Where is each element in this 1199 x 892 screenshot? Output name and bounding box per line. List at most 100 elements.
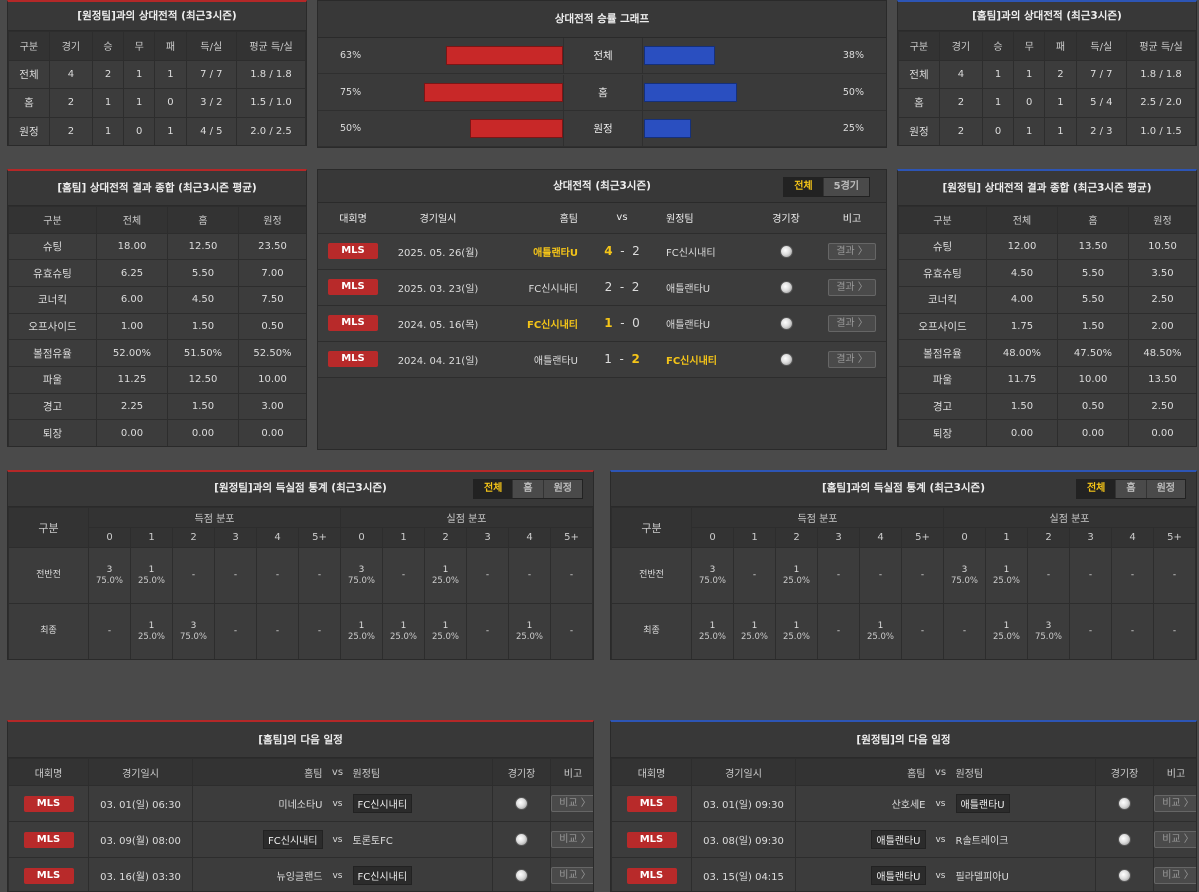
result-button[interactable]: 결과 〉 bbox=[828, 278, 876, 296]
compare-button[interactable]: 비교 〉 bbox=[1154, 831, 1196, 848]
table-row: 오프사이드 1.00 1.50 0.50 bbox=[8, 312, 306, 341]
table-row: 경고 2.25 1.50 3.00 bbox=[8, 392, 306, 421]
row-label: 전반전 bbox=[8, 547, 89, 604]
stat-cell: 1.0 / 1.5 bbox=[1126, 116, 1196, 145]
winrate-label: 홈 bbox=[563, 74, 643, 111]
h2h-home-panel: [홈팀]과의 상대전적 (최근3시즌) 구분 경기 승 무 패 득/실 평균 득/실 전체 4 1… bbox=[897, 0, 1197, 146]
count: - bbox=[920, 626, 925, 636]
dist-cell: - bbox=[1153, 603, 1196, 659]
count: - bbox=[485, 626, 490, 636]
dist-cell: - bbox=[172, 547, 215, 604]
home-team: 애틀랜타U bbox=[795, 857, 926, 891]
result-button[interactable]: 결과 〉 bbox=[828, 314, 876, 332]
table-row: 전반전 3 75.0% 1 25.0% - - - -3 75.0% -1 25.0% - - - bbox=[8, 547, 593, 604]
dist-cell: 1 25.0% bbox=[775, 547, 818, 604]
stat-cell: 0.50 bbox=[238, 312, 306, 341]
panel-title-text: [홈팀]과의 득실점 통계 (최근3시즌) bbox=[821, 482, 986, 494]
home-percent: 75% bbox=[340, 86, 362, 98]
tab-home[interactable]: 홈 bbox=[1115, 480, 1146, 498]
away-score: 2 bbox=[631, 280, 640, 294]
count: - bbox=[107, 626, 112, 636]
tab-all[interactable]: 전체 bbox=[1076, 480, 1116, 498]
count: 3 bbox=[1045, 620, 1052, 631]
dist-cell: - bbox=[214, 547, 257, 604]
stat-cell: 4.50 bbox=[986, 259, 1058, 287]
header-row: 대회명 경기일시 홈팀 vs 원정팀 경기장 비고 bbox=[318, 203, 886, 233]
column-header: 비고 bbox=[816, 203, 886, 233]
result-button[interactable]: 결과 〉 bbox=[828, 350, 876, 368]
percent: 25.0% bbox=[782, 575, 810, 586]
header-row: 0 1 2 3 4 5+ 0 1 2 3 4 5+ bbox=[612, 527, 1196, 548]
winrate-panel: 상대전적 승률 그래프 63% 전체 38% 75% 홈 50% 50% 원정 25% bbox=[317, 0, 887, 148]
home-percent: 50% bbox=[340, 123, 362, 134]
dist-cell: - bbox=[943, 603, 986, 659]
away-team: 필라델피아U bbox=[955, 857, 1096, 891]
goals-away-panel: [원정팀]과의 득실점 통계 (최근3시즌) 전체 홈 원정 구분 득점 분포 실점… bbox=[7, 470, 594, 660]
away-score: 0 bbox=[632, 316, 640, 330]
table-row: 전체 4 2 1 1 7 / 7 1.8 / 1.8 bbox=[8, 59, 306, 89]
stat-cell: 1 bbox=[123, 59, 156, 89]
tab-home[interactable]: 홈 bbox=[512, 480, 543, 498]
compare-button[interactable]: 비교 〉 bbox=[551, 867, 593, 884]
stat-cell: 7 / 7 bbox=[1075, 59, 1128, 89]
venue-cell bbox=[492, 821, 551, 858]
goals-tabs: 전체 홈 원정 bbox=[1075, 479, 1186, 499]
count: - bbox=[1088, 626, 1093, 636]
dist-cell: - bbox=[817, 603, 860, 659]
result-button[interactable]: 결과 〉 bbox=[828, 242, 876, 260]
compare-button[interactable]: 비교 〉 bbox=[1154, 795, 1196, 812]
column-header: 경기일시 bbox=[88, 758, 193, 786]
count: - bbox=[401, 570, 406, 580]
home-team: FC신시내티 bbox=[488, 304, 578, 342]
stadium-icon bbox=[779, 280, 793, 294]
league-cell: MLS bbox=[318, 268, 388, 306]
stat-cell: 13.50 bbox=[1057, 232, 1129, 261]
goal-count-header: 0 bbox=[88, 527, 131, 548]
column-header: 대회명 bbox=[611, 758, 692, 786]
note-cell: 비교 〉 bbox=[550, 785, 593, 822]
stat-cell: 11.25 bbox=[96, 365, 168, 394]
column-header: 경기일시 bbox=[691, 758, 796, 786]
stat-cell: 0.00 bbox=[986, 419, 1058, 446]
tab-away[interactable]: 원정 bbox=[542, 480, 582, 498]
panel-title: 상대전적 승률 그래프 bbox=[318, 1, 886, 38]
column-header: 패 bbox=[154, 31, 187, 61]
tab-all[interactable]: 전체 bbox=[473, 480, 513, 498]
stat-cell: 7.50 bbox=[238, 285, 306, 314]
compare-button[interactable]: 비교 〉 bbox=[1154, 867, 1196, 884]
score: 1 - 2 bbox=[578, 340, 666, 378]
stat-cell: 2.00 bbox=[1128, 312, 1196, 341]
dist-cell: - bbox=[901, 603, 944, 659]
count: - bbox=[1130, 626, 1135, 636]
stat-cell: 4 bbox=[938, 59, 983, 89]
compare-button[interactable]: 비교 〉 bbox=[551, 831, 593, 848]
stat-cell: 4 bbox=[48, 59, 93, 89]
percent: 25.0% bbox=[866, 631, 894, 642]
venue-cell bbox=[492, 785, 551, 822]
column-header: 구분 bbox=[898, 206, 987, 234]
column-header: 비고 bbox=[550, 758, 593, 786]
column-header: 구분 bbox=[898, 31, 940, 61]
league-badge: MLS bbox=[328, 315, 378, 331]
stat-cell: 6.25 bbox=[96, 259, 168, 287]
venue-cell bbox=[492, 857, 551, 891]
score: 2 - 2 bbox=[578, 268, 666, 306]
row-label: 오프사이드 bbox=[8, 312, 97, 341]
home-bar bbox=[470, 119, 563, 138]
row-label: 퇴장 bbox=[8, 419, 97, 446]
league-badge: MLS bbox=[23, 831, 74, 848]
away-team-name: FC신시내티 bbox=[352, 866, 413, 885]
percent: 25.0% bbox=[515, 631, 543, 642]
stat-cell: 5.50 bbox=[1057, 259, 1129, 287]
table-row: 슈팅 18.00 12.50 23.50 bbox=[8, 232, 306, 261]
tab-5games[interactable]: 5경기 bbox=[822, 178, 869, 196]
dist-cell: - bbox=[1027, 547, 1070, 604]
vs-label: vs bbox=[925, 857, 956, 891]
header-row: 구분 전체 홈 원정 bbox=[8, 206, 306, 234]
compare-button[interactable]: 비교 〉 bbox=[551, 795, 593, 812]
count: 3 bbox=[358, 564, 365, 575]
tab-all[interactable]: 전체 bbox=[784, 178, 823, 196]
stat-cell: 0.00 bbox=[1128, 419, 1196, 446]
tab-away[interactable]: 원정 bbox=[1145, 480, 1185, 498]
